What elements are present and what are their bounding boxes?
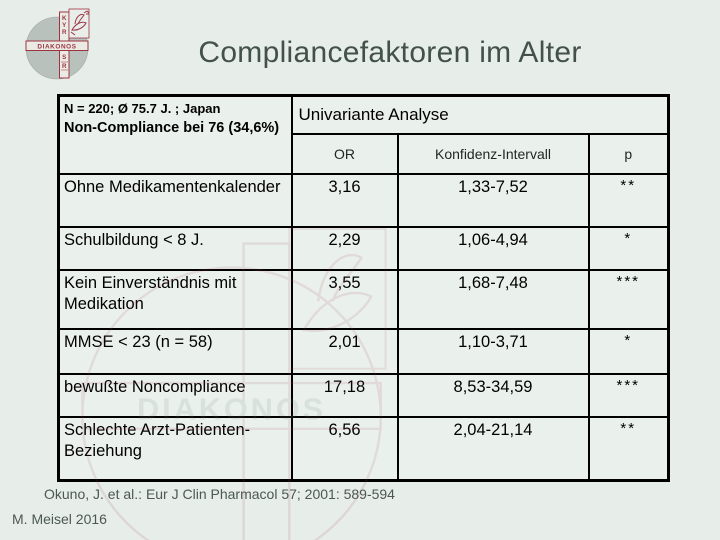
row-significance: **	[587, 173, 670, 228]
svg-text:S: S	[62, 54, 66, 61]
row-ci-value: 1,10-3,71	[396, 328, 590, 375]
row-or-value: 17,18	[290, 373, 399, 418]
row-significance: *	[587, 328, 670, 375]
table-row: Schulbildung < 8 J. 2,29 1,06-4,94 *	[57, 226, 670, 271]
row-or-value: 3,16	[290, 173, 399, 228]
study-info-line1: N = 220; Ø 75.7 J. ; Japan	[64, 101, 221, 116]
group-header: Univariante Analyse	[290, 94, 670, 135]
column-header-or: OR	[290, 133, 399, 175]
row-ci-value: 1,06-4,94	[396, 226, 590, 271]
page-title: Compliancefaktoren im Alter	[198, 36, 582, 69]
table-row: Ohne Medikamentenkalender 3,16 1,33-7,52…	[57, 173, 670, 228]
row-or-value: 6,56	[290, 416, 399, 482]
row-or-value: 2,01	[290, 328, 399, 375]
row-label: Ohne Medikamentenkalender	[57, 173, 293, 228]
row-label: bewußte Noncompliance	[57, 373, 293, 418]
study-info-line2: Non-Compliance bei 76 (34,6%)	[64, 120, 280, 137]
table-corner-header: N = 220; Ø 75.7 J. ; Japan Non-Complianc…	[57, 94, 293, 175]
svg-text:R: R	[62, 63, 67, 70]
row-label: Schulbildung < 8 J.	[57, 226, 293, 271]
column-header-p: p	[587, 133, 670, 175]
svg-text:K: K	[62, 15, 67, 22]
author-text: M. Meisel 2016	[12, 511, 107, 527]
dove-icon	[70, 10, 90, 36]
table-body: Ohne Medikamentenkalender 3,16 1,33-7,52…	[57, 173, 670, 482]
citation-text: Okuno, J. et al.: Eur J Clin Pharmacol 5…	[44, 486, 395, 502]
row-label: MMSE < 23 (n = 58)	[57, 328, 293, 375]
svg-text:Y: Y	[62, 22, 67, 29]
row-label: Schlechte Arzt-Patienten-Beziehung	[57, 416, 293, 482]
diakonos-logo-icon: DIAKONOS K Y R S R	[25, 8, 90, 80]
row-label: Kein Einverständnis mit Medikation	[57, 269, 293, 330]
row-significance: ***	[587, 269, 670, 330]
row-ci-value: 1,68-7,48	[396, 269, 590, 330]
row-or-value: 2,29	[290, 226, 399, 271]
row-significance: **	[587, 416, 670, 482]
table-row: bewußte Noncompliance 17,18 8,53-34,59 *…	[57, 373, 670, 418]
row-ci-value: 2,04-21,14	[396, 416, 590, 482]
row-or-value: 3,55	[290, 269, 399, 330]
svg-text:R: R	[62, 29, 67, 36]
row-significance: ***	[587, 373, 670, 418]
row-significance: *	[587, 226, 670, 271]
table-row: Kein Einverständnis mit Medikation 3,55 …	[57, 269, 670, 330]
compliance-table: N = 220; Ø 75.7 J. ; Japan Non-Complianc…	[57, 94, 670, 482]
row-ci-value: 1,33-7,52	[396, 173, 590, 228]
row-ci-value: 8,53-34,59	[396, 373, 590, 418]
svg-text:DIAKONOS: DIAKONOS	[37, 44, 76, 51]
column-header-ci: Konfidenz-Intervall	[396, 133, 590, 175]
table-row: Schlechte Arzt-Patienten-Beziehung 6,56 …	[57, 416, 670, 482]
table-row: MMSE < 23 (n = 58) 2,01 1,10-3,71 *	[57, 328, 670, 375]
